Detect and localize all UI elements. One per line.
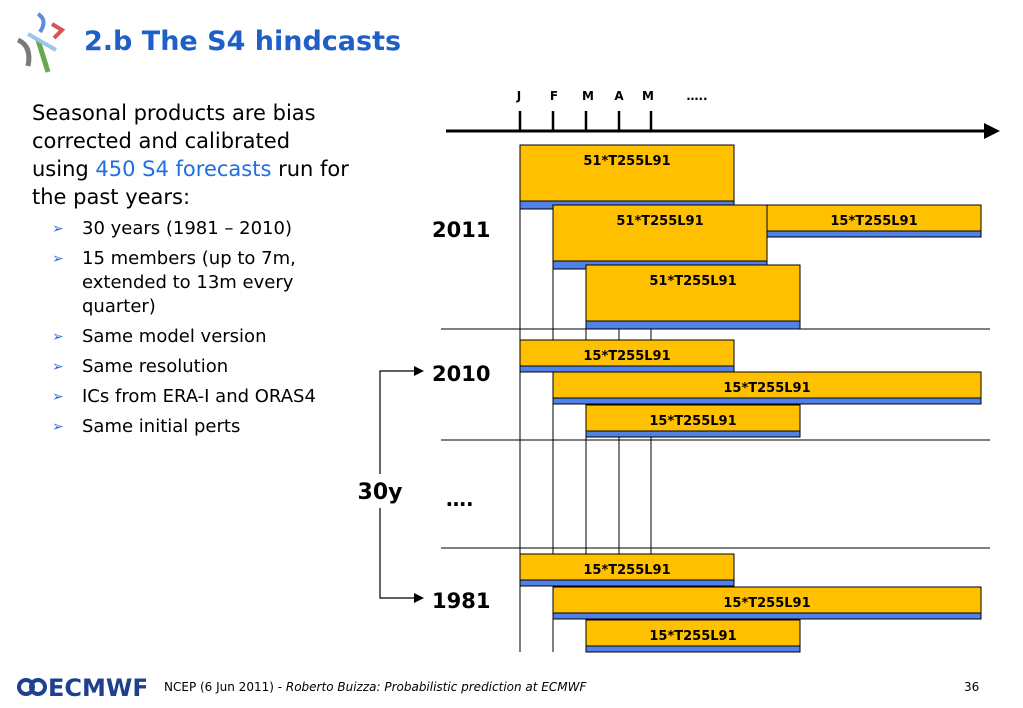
bullet-item: ➢ ICs from ERA-I and ORAS4 xyxy=(52,386,316,407)
year-label: 2010 xyxy=(432,362,490,386)
bracket-arrow-icon xyxy=(414,593,424,603)
footer-text: NCEP (6 Jun 2011) - Roberto Buizza: Prob… xyxy=(164,680,587,694)
slide-title: 2.b The S4 hindcasts xyxy=(84,26,402,57)
ecmwf-logo: ECMWF xyxy=(17,674,146,702)
forecast-bar-label: 51*T255L91 xyxy=(616,214,703,229)
forecast-bar-base xyxy=(585,430,801,438)
forecast-bar-base xyxy=(519,365,735,373)
forecast-bar: 51*T255L91 xyxy=(519,144,735,210)
intro-text-2: run for the past years: xyxy=(32,157,349,209)
year-label: 1981 xyxy=(432,589,490,613)
forecast-bar-fill xyxy=(519,553,735,581)
bullet-item: ➢ Same initial perts xyxy=(52,416,241,437)
forecast-bar-label: 51*T255L91 xyxy=(649,274,736,289)
forecast-bar-fill xyxy=(519,144,735,202)
bullet-arrow-icon: ➢ xyxy=(52,359,64,375)
month-label: ….. xyxy=(686,89,707,103)
span-label-bg xyxy=(352,474,408,508)
month-ticks xyxy=(518,111,653,131)
forecast-bar-fill xyxy=(766,204,982,232)
bullet-item: ➢ Same resolution xyxy=(52,356,229,377)
ecmwf-logo-mark-icon xyxy=(16,12,66,73)
intro-text-1: Seasonal products are bias corrected and… xyxy=(32,101,316,181)
forecast-bar-base xyxy=(519,579,735,587)
forecast-bar: 15*T255L91 xyxy=(552,371,982,405)
forecast-bar: 15*T255L91 xyxy=(519,339,735,373)
forecast-bar: 15*T255L91 xyxy=(552,586,982,620)
bullet-arrow-icon: ➢ xyxy=(52,221,64,237)
bullet-arrow-icon: ➢ xyxy=(52,389,64,405)
forecast-bar-fill xyxy=(552,586,982,614)
forecast-bar-base xyxy=(766,230,982,238)
forecast-bars: 51*T255L91 51*T255L91 15*T255L91 51*T255L91… xyxy=(519,144,982,653)
forecast-bar-base xyxy=(585,645,801,653)
forecast-bar: 51*T255L91 xyxy=(552,204,768,270)
forecast-bar: 15*T255L91 xyxy=(585,619,801,653)
forecast-bar-fill xyxy=(585,404,801,432)
month-label: A xyxy=(614,89,624,103)
forecast-bar-fill xyxy=(552,371,982,399)
ecmwf-logo-text: ECMWF xyxy=(48,674,146,702)
forecast-bar-base xyxy=(552,397,982,405)
forecast-bar-label: 15*T255L91 xyxy=(649,414,736,429)
forecast-bar: 15*T255L91 xyxy=(519,553,735,587)
month-label: F xyxy=(550,89,558,103)
ellipsis-label: …. xyxy=(446,487,474,511)
forecast-bar-label: 15*T255L91 xyxy=(583,563,670,578)
bullet-arrow-icon: ➢ xyxy=(52,419,64,435)
forecast-bar: 51*T255L91 xyxy=(585,264,801,330)
month-label: M xyxy=(642,89,654,103)
bullet-item: ➢ 30 years (1981 – 2010) xyxy=(52,218,292,239)
forecast-bar-base xyxy=(585,320,801,330)
forecast-bar-base xyxy=(552,612,982,620)
bullet-item: ➢ Same model version xyxy=(52,326,267,347)
page-number: 36 xyxy=(964,680,980,694)
footer-author: Roberto Buizza: Probabilistic prediction… xyxy=(285,680,587,694)
bullet-item: ➢ 15 members (up to 7m, extended to 13m e… xyxy=(52,248,296,317)
forecast-bar: 15*T255L91 xyxy=(766,204,982,238)
forecast-bar: 15*T255L91 xyxy=(585,404,801,438)
year-label: 2011 xyxy=(432,218,490,242)
span-label: 30y xyxy=(358,480,403,505)
timeline-arrow-icon xyxy=(984,123,1000,139)
bracket-arrow-icon xyxy=(414,366,424,376)
forecast-bar-fill xyxy=(585,619,801,647)
bullet-arrow-icon: ➢ xyxy=(52,251,64,267)
intro-highlight: 450 S4 forecasts xyxy=(95,157,272,181)
forecast-bar-label: 15*T255L91 xyxy=(723,596,810,611)
forecast-bar-fill xyxy=(585,264,801,322)
bullet-list: ➢ 30 years (1981 – 2010) ➢ 15 members (up … xyxy=(32,217,352,439)
forecast-bar-label: 15*T255L91 xyxy=(583,349,670,364)
month-label: M xyxy=(582,89,594,103)
month-label: J xyxy=(516,89,521,103)
slide-body: Seasonal products are bias corrected and… xyxy=(32,99,352,445)
forecast-bar-fill xyxy=(552,204,768,262)
forecast-bar-label: 15*T255L91 xyxy=(830,214,917,229)
forecast-bar-label: 15*T255L91 xyxy=(649,629,736,644)
intro-paragraph: Seasonal products are bias corrected and… xyxy=(32,99,352,211)
forecast-bar-label: 51*T255L91 xyxy=(583,154,670,169)
forecast-bar-label: 15*T255L91 xyxy=(723,381,810,396)
bullet-arrow-icon: ➢ xyxy=(52,329,64,345)
